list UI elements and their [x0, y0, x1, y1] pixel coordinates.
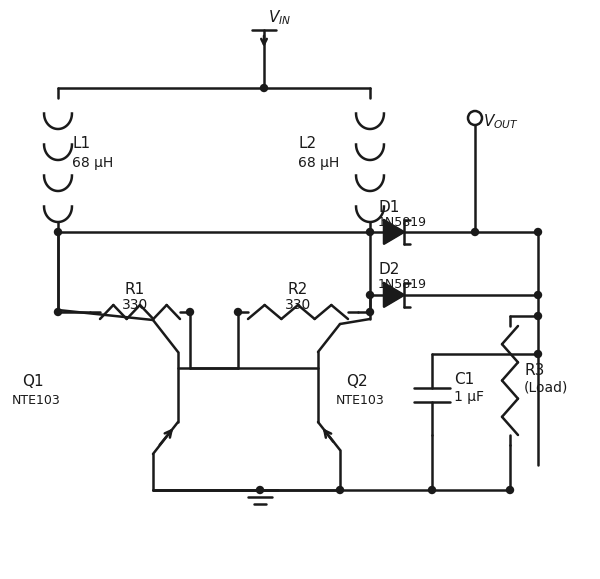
- Circle shape: [367, 229, 373, 236]
- Circle shape: [257, 486, 263, 493]
- Text: 330: 330: [285, 298, 311, 312]
- Polygon shape: [384, 283, 404, 307]
- Circle shape: [260, 85, 268, 91]
- Circle shape: [535, 313, 542, 320]
- Circle shape: [55, 229, 62, 236]
- Text: D1: D1: [378, 200, 400, 214]
- Text: R3: R3: [524, 363, 544, 378]
- Text: $V_{OUT}$: $V_{OUT}$: [483, 112, 519, 131]
- Circle shape: [187, 309, 193, 316]
- Circle shape: [535, 291, 542, 299]
- Text: C1: C1: [454, 372, 474, 387]
- Polygon shape: [384, 220, 404, 244]
- Circle shape: [428, 486, 436, 493]
- Text: L2: L2: [298, 135, 316, 151]
- Text: NTE103: NTE103: [12, 394, 61, 406]
- Text: L1: L1: [72, 135, 90, 151]
- Text: 68 μH: 68 μH: [72, 156, 113, 170]
- Circle shape: [367, 291, 373, 299]
- Text: 1N5819: 1N5819: [378, 215, 427, 229]
- Text: (Load): (Load): [524, 380, 568, 394]
- Text: D2: D2: [378, 262, 400, 277]
- Text: Q1: Q1: [22, 375, 44, 390]
- Text: 1 μF: 1 μF: [454, 390, 484, 404]
- Circle shape: [535, 229, 542, 236]
- Text: Q2: Q2: [346, 375, 368, 390]
- Text: 1N5819: 1N5819: [378, 278, 427, 291]
- Text: $V_{IN}$: $V_{IN}$: [268, 9, 291, 27]
- Circle shape: [367, 309, 373, 316]
- Text: NTE103: NTE103: [336, 394, 385, 406]
- Circle shape: [337, 486, 343, 493]
- Text: 68 μH: 68 μH: [298, 156, 339, 170]
- Text: 330: 330: [122, 298, 148, 312]
- Circle shape: [506, 486, 514, 493]
- Circle shape: [472, 229, 479, 236]
- Text: R2: R2: [288, 283, 308, 298]
- Text: R1: R1: [125, 283, 145, 298]
- Circle shape: [55, 309, 62, 316]
- Circle shape: [235, 309, 241, 316]
- Circle shape: [535, 350, 542, 357]
